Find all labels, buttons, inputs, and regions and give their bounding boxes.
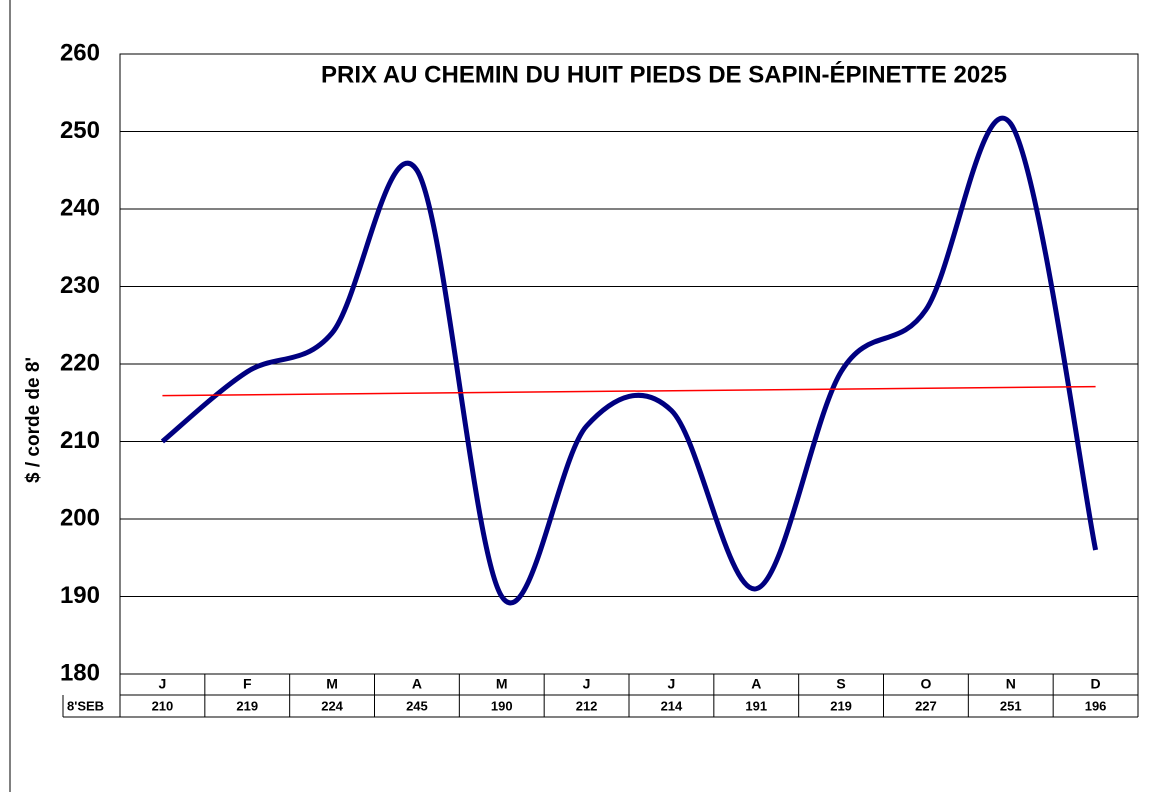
x-tick-label: M [496,676,508,692]
y-tick-label: 260 [60,39,100,66]
table-value: 210 [152,698,174,713]
legend-label: 8'SEB [67,698,104,713]
table-value: 190 [491,698,513,713]
x-tick-label: A [412,676,422,692]
table-value: 224 [321,698,343,713]
y-tick-label: 250 [60,117,100,144]
table-value: 245 [406,698,428,713]
x-tick-label: S [836,676,845,692]
y-tick-label: 190 [60,582,100,609]
table-value: 214 [661,698,683,713]
table-value: 191 [745,698,767,713]
table-value: 227 [915,698,937,713]
y-tick-label: 240 [60,194,100,221]
x-tick-label: J [159,676,167,692]
table-value: 251 [1000,698,1022,713]
data-line [160,115,1099,606]
table-value: 219 [236,698,258,713]
y-tick-label: 220 [60,349,100,376]
x-tick-label: J [583,676,591,692]
y-tick-label: 180 [60,659,100,686]
y-axis-label: $ / corde de 8' [23,357,44,483]
x-tick-label: D [1091,676,1101,692]
x-tick-label: F [243,676,252,692]
y-tick-label: 200 [60,504,100,531]
trend-line [162,385,1096,397]
table-value: 212 [576,698,598,713]
x-tick-label: A [751,676,761,692]
chart-title: PRIX AU CHEMIN DU HUIT PIEDS DE SAPIN-ÉP… [321,60,1007,88]
x-tick-label: M [326,676,338,692]
y-tick-label: 230 [60,272,100,299]
x-tick-label: O [920,676,931,692]
x-tick-label: N [1006,676,1016,692]
table-value: 219 [830,698,852,713]
y-tick-label: 210 [60,427,100,454]
x-tick-label: J [668,676,676,692]
table-value: 196 [1085,698,1107,713]
